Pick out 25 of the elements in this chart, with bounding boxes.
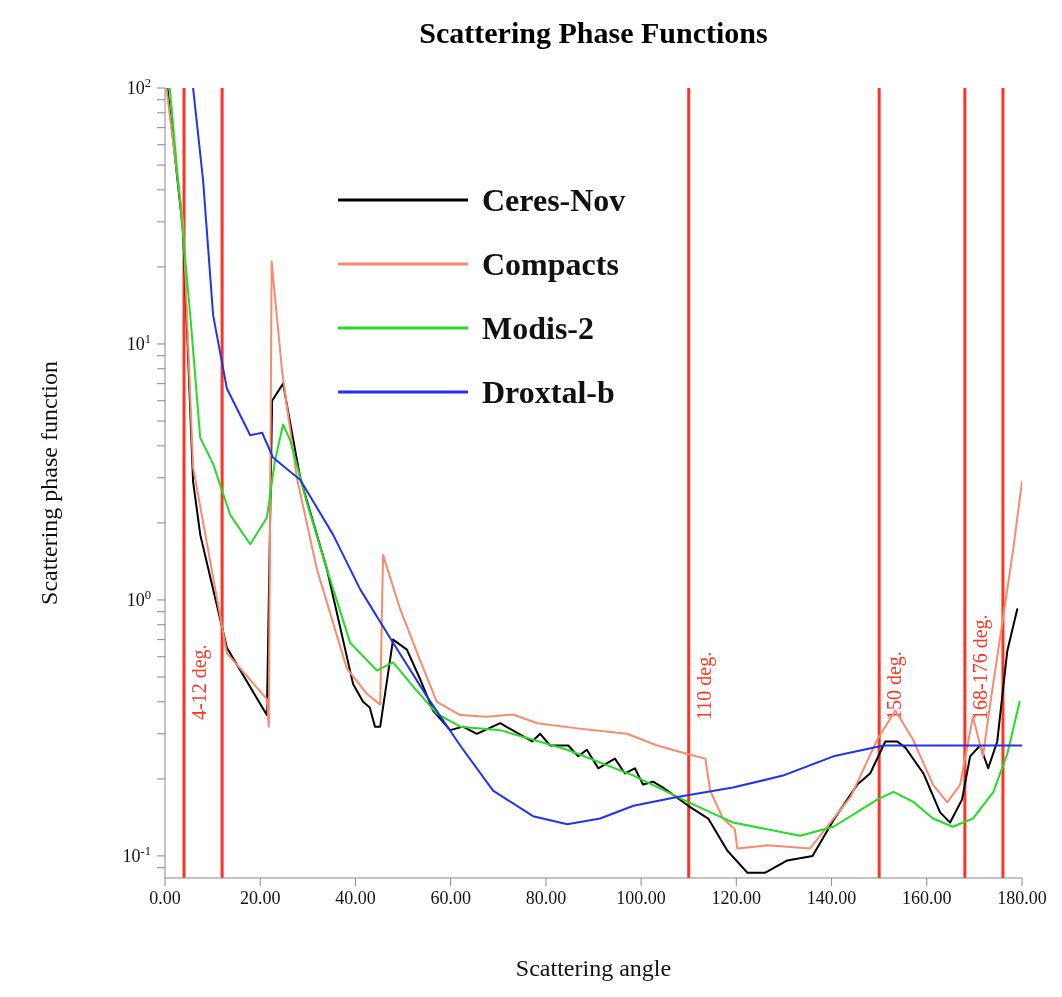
- y-tick-label: 10$^{1}$: [126, 331, 151, 354]
- x-tick-label: 100.00: [616, 888, 666, 908]
- y-tick-label: 10$^{-1}$: [122, 843, 151, 866]
- x-tick-label: 140.00: [806, 888, 857, 908]
- x-tick-label: 60.00: [430, 888, 471, 908]
- y-tick-label: 10$^{0}$: [126, 587, 151, 610]
- x-axis-title: Scattering angle: [515, 955, 672, 981]
- legend-label: Compacts: [482, 245, 619, 283]
- legend-label: Droxtal-b: [482, 373, 615, 411]
- y-axis-title: Scattering phase function: [35, 361, 62, 605]
- x-tick-label: 80.00: [525, 888, 567, 908]
- ref-line-label: 168-176 deg.: [968, 614, 992, 720]
- ref-line-label: 110 deg.: [692, 651, 716, 720]
- ref-line-label: 4-12 deg.: [188, 644, 212, 720]
- y-tick-label: 10$^{2}$: [126, 76, 151, 98]
- x-tick-label: 20.00: [239, 888, 281, 908]
- x-tick-label: 0.00: [149, 888, 181, 908]
- legend-label: Modis-2: [482, 309, 594, 347]
- legend-label: Ceres-Nov: [482, 181, 626, 219]
- x-tick-label: 180.00: [997, 888, 1047, 908]
- chart-title: Scattering Phase Functions: [418, 16, 769, 50]
- ref-line-label: 150 deg.: [883, 651, 907, 720]
- x-tick-label: 120.00: [711, 888, 762, 908]
- x-tick-label: 160.00: [902, 888, 952, 908]
- x-tick-label: 40.00: [335, 888, 376, 908]
